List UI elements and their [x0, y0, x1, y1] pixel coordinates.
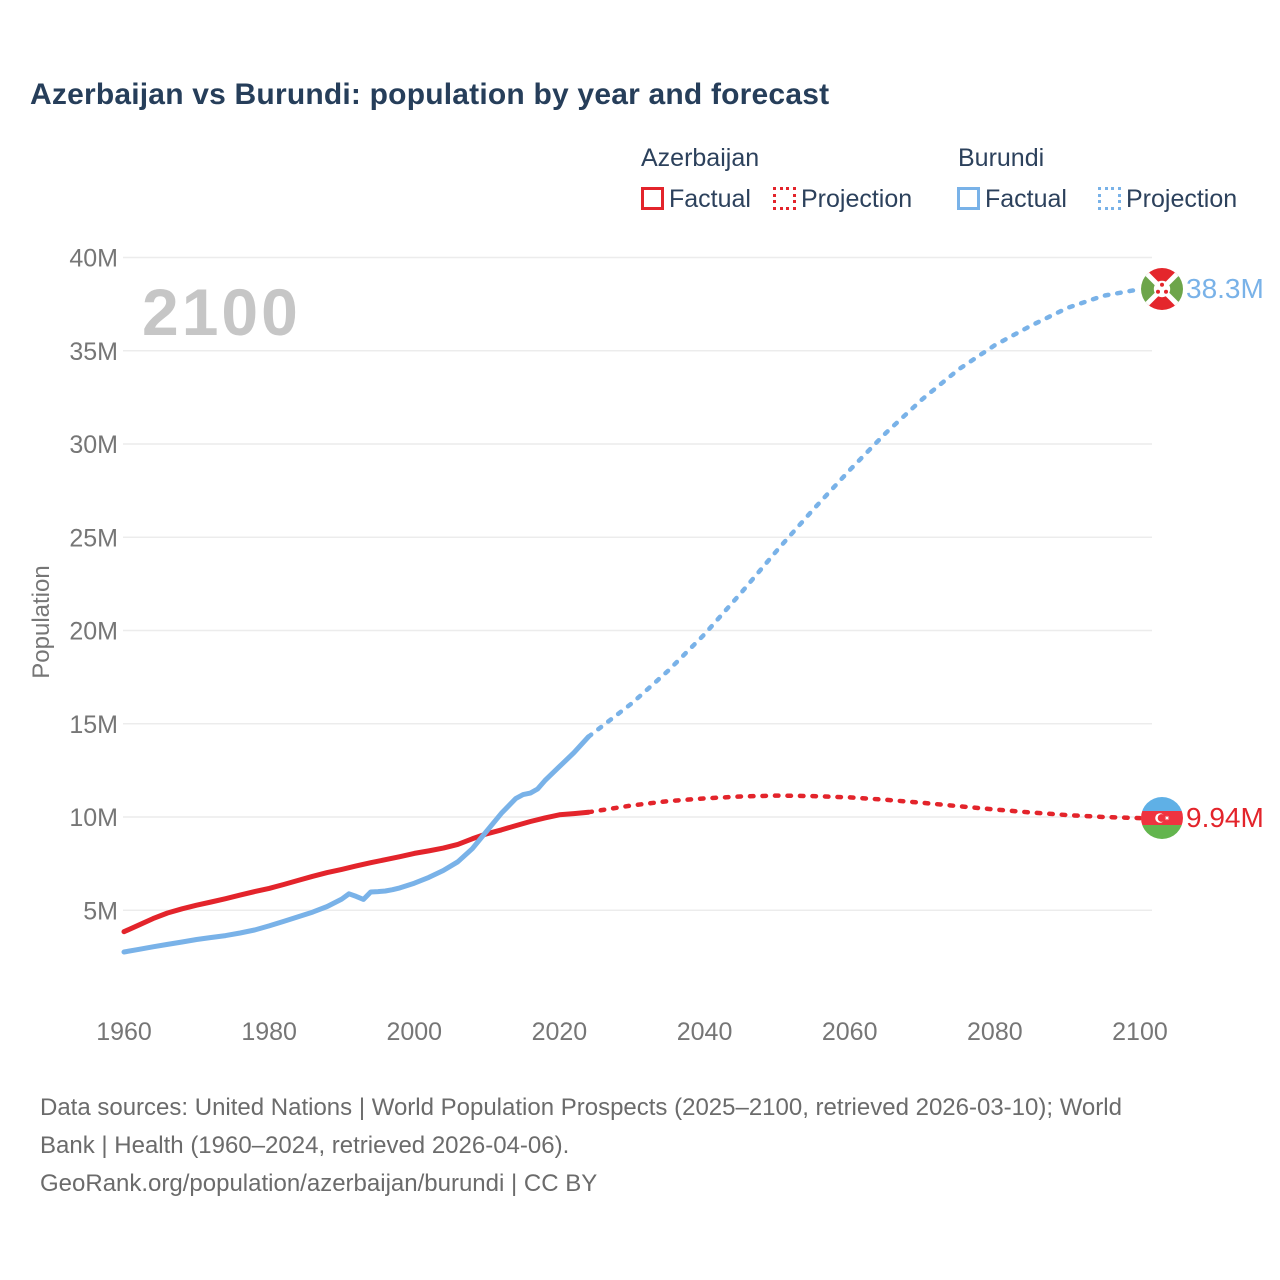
- x-tick-2100: 2100: [1112, 1018, 1168, 1046]
- data-sources: Data sources: United Nations | World Pop…: [40, 1089, 1122, 1203]
- data-sources-line-2: Bank | Health (1960–2024, retrieved 2026…: [40, 1132, 570, 1159]
- y-tick-5m: 5M: [83, 897, 118, 925]
- azerbaijan-projection-line: [586, 793, 1143, 821]
- x-tick-2080: 2080: [967, 1018, 1023, 1046]
- y-tick-30m: 30M: [69, 431, 118, 459]
- data-sources-line-1: Data sources: United Nations | World Pop…: [40, 1094, 1122, 1121]
- burundi-projection-line: [586, 286, 1143, 740]
- y-axis-label: Population: [28, 565, 55, 679]
- azerbaijan-factual-line: [121, 809, 591, 935]
- y-tick-15m: 15M: [69, 711, 118, 739]
- burundi-factual-label: Factual: [985, 185, 1067, 213]
- azerbaijan-projection-label: Projection: [801, 185, 913, 213]
- y-tick-20m: 20M: [69, 618, 118, 646]
- y-tick-35m: 35M: [69, 338, 118, 366]
- y-tick-25m: 25M: [69, 524, 118, 552]
- azerbaijan-end-value: 9.94M: [1186, 802, 1264, 833]
- x-tick-1960: 1960: [96, 1018, 152, 1046]
- x-tick-1980: 1980: [241, 1018, 297, 1046]
- watermark-year: 2100: [142, 275, 301, 349]
- azerbaijan-factual-label: Factual: [669, 185, 751, 213]
- x-tick-2060: 2060: [822, 1018, 878, 1046]
- x-tick-2020: 2020: [532, 1018, 588, 1046]
- page-title: Azerbaijan vs Burundi: population by yea…: [30, 78, 830, 111]
- azerbaijan-flag-icon: [1141, 797, 1183, 839]
- burundi-factual-swatch: [957, 187, 980, 210]
- legend-group-azerbaijan-title: Azerbaijan: [641, 144, 760, 172]
- burundi-factual-line: [121, 734, 591, 955]
- y-tick-10m: 10M: [69, 804, 118, 832]
- y-tick-40m: 40M: [69, 245, 118, 273]
- burundi-projection-label: Projection: [1126, 185, 1238, 213]
- azerbaijan-projection-swatch: [773, 187, 796, 210]
- burundi-projection-swatch: [1098, 187, 1121, 210]
- burundi-flag-icon: [1141, 268, 1183, 310]
- legend-group-burundi-title: Burundi: [958, 144, 1045, 172]
- azerbaijan-factual-swatch: [641, 187, 664, 210]
- burundi-end-value: 38.3M: [1186, 273, 1264, 304]
- x-tick-2040: 2040: [677, 1018, 733, 1046]
- attribution-line: GeoRank.org/population/azerbaijan/burund…: [40, 1170, 598, 1197]
- x-tick-2000: 2000: [386, 1018, 442, 1046]
